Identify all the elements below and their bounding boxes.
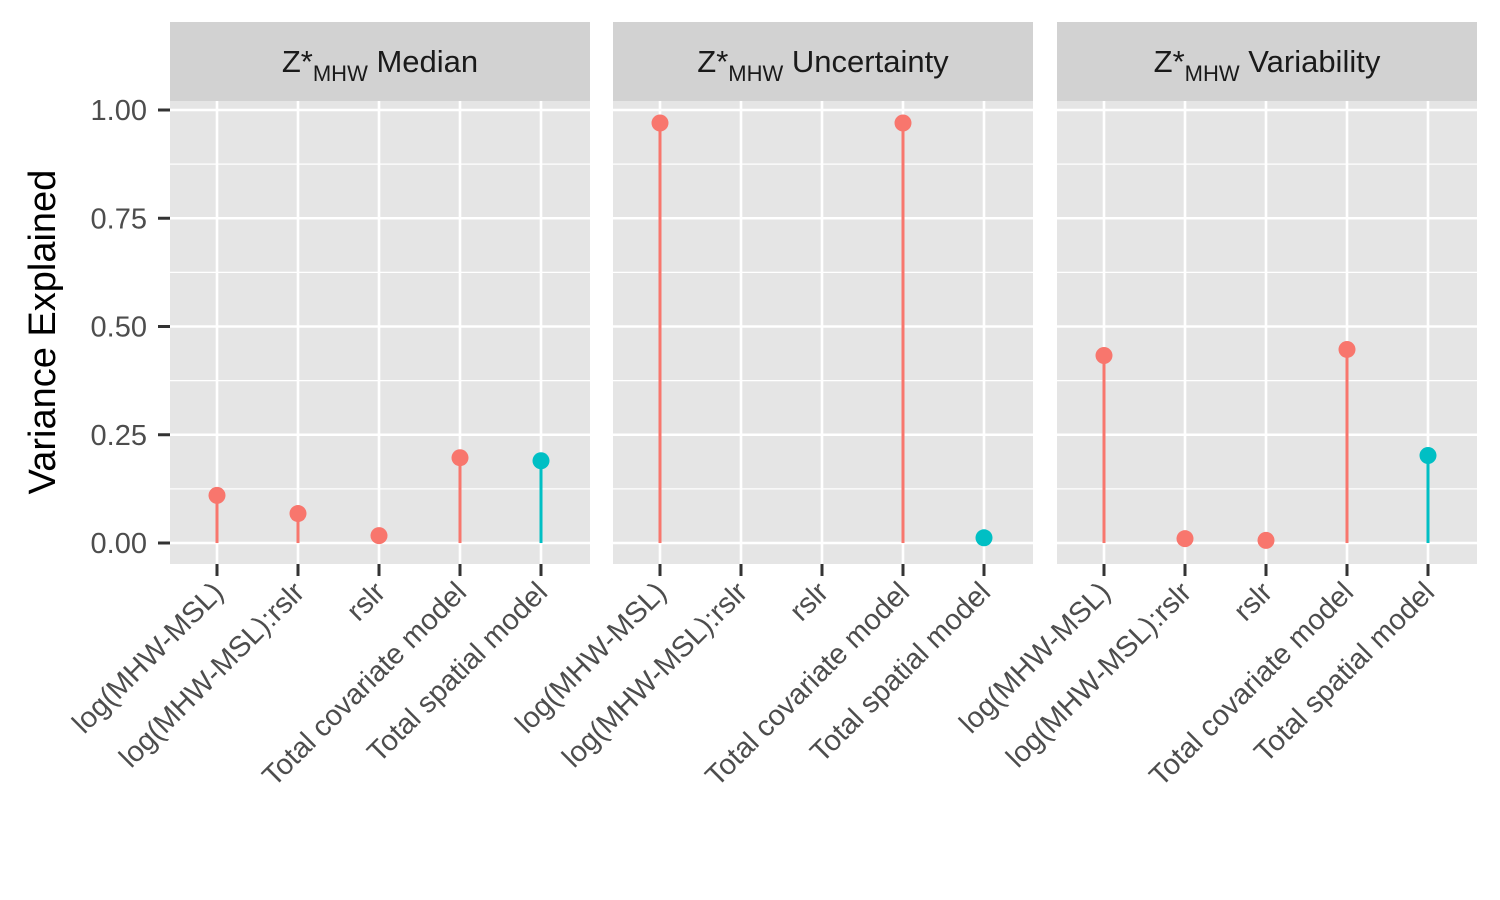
chart-panels: Z*MHW Medianlog(MHW-MSL)log(MHW-MSL):rsl…: [66, 22, 1477, 793]
facet-panel: Z*MHW Medianlog(MHW-MSL)log(MHW-MSL):rsl…: [66, 22, 590, 793]
lollipop-point: [370, 527, 388, 545]
facet-title: Z*MHW Median: [282, 44, 478, 86]
lollipop-point: [289, 505, 307, 523]
lollipop-point: [451, 449, 469, 467]
lollipop-point: [1095, 347, 1113, 365]
x-tick-label: rslr: [1228, 576, 1279, 627]
lollipop-point: [651, 114, 669, 132]
lollipop-point: [975, 529, 993, 547]
facet-strip: [170, 22, 590, 101]
y-axis-title: Variance Explained: [22, 170, 64, 495]
lollipop-point: [532, 452, 550, 470]
facet-strip: [1057, 22, 1477, 101]
facet-title: Z*MHW Uncertainty: [697, 44, 949, 86]
x-tick-label: rslr: [341, 576, 392, 627]
y-tick-label: 1.00: [91, 95, 147, 127]
y-tick-label: 0.50: [91, 312, 147, 344]
facet-title: Z*MHW Variability: [1154, 44, 1381, 86]
y-tick-label: 0.25: [91, 420, 147, 452]
lollipop-point: [1257, 531, 1275, 549]
y-tick-label: 0.00: [91, 528, 147, 560]
lollipop-point: [894, 114, 912, 132]
x-tick-label: rslr: [784, 576, 835, 627]
y-tick-label: 0.75: [91, 203, 147, 235]
lollipop-point: [1419, 447, 1437, 465]
lollipop-point: [1176, 530, 1194, 548]
lollipop-point: [208, 486, 226, 504]
facet-strip: [613, 22, 1033, 101]
lollipop-point: [1338, 340, 1356, 358]
y-axis: 0.00 0.25 0.50 0.75 1.00: [91, 95, 170, 560]
